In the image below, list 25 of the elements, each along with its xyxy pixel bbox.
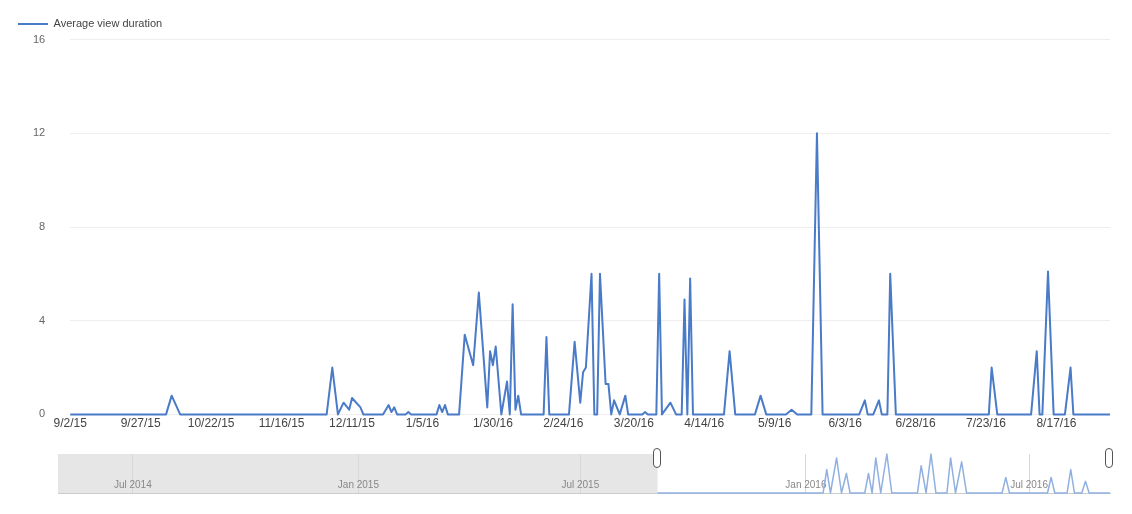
y-tick-label: 0 xyxy=(39,407,46,420)
x-tick-label: Jul 2015 xyxy=(561,478,600,490)
y-tick-label: 12 xyxy=(32,126,46,139)
x-tick-label: 6/28/16 xyxy=(895,415,936,430)
x-tick-label: 2/24/16 xyxy=(543,415,584,430)
x-tick-label: 5/9/16 xyxy=(758,415,792,430)
x-tick-label: 7/23/16 xyxy=(965,415,1007,430)
x-tick-label: 12/11/15 xyxy=(329,415,376,430)
x-tick-label: 9/27/15 xyxy=(120,415,162,430)
x-tick-label: Jul 2014 xyxy=(113,478,153,490)
y-tick-label: 4 xyxy=(39,313,46,326)
x-tick-label: 1/30/16 xyxy=(472,415,514,430)
x-tick-label: 3/20/16 xyxy=(613,415,655,430)
x-tick-label: Jul 2016 xyxy=(1010,478,1049,490)
x-tick-label: 8/17/16 xyxy=(1036,415,1077,430)
legend-label: Average view duration xyxy=(53,17,163,30)
x-tick-label: 4/14/16 xyxy=(684,415,725,430)
y-tick-label: 8 xyxy=(39,220,46,233)
x-tick-label: Jan 2015 xyxy=(337,478,380,490)
x-tick-label: 1/5/16 xyxy=(405,415,440,430)
x-tick-label: 6/3/16 xyxy=(828,415,863,430)
y-tick-label: 16 xyxy=(32,32,46,45)
x-tick-label: 11/16/15 xyxy=(258,415,305,430)
x-tick-label: 10/22/15 xyxy=(187,415,235,430)
x-tick-label: 9/2/15 xyxy=(53,415,88,430)
